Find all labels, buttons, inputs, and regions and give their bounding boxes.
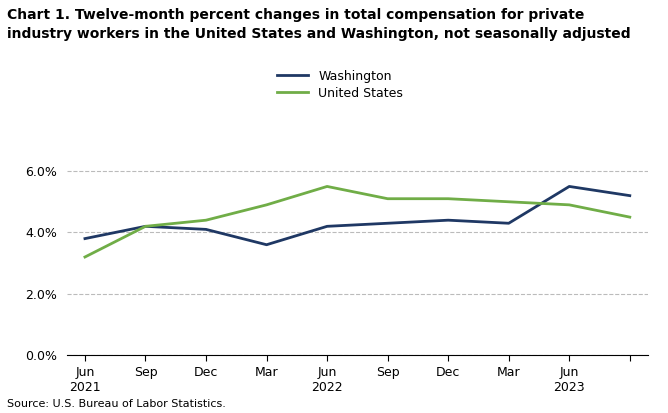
United States <box>142 224 150 229</box>
United States <box>383 196 391 201</box>
Line: Washington: Washington <box>85 186 630 245</box>
Washington <box>505 221 513 226</box>
United States <box>202 218 210 223</box>
United States <box>81 254 89 259</box>
United States <box>626 215 634 220</box>
Washington <box>626 193 634 198</box>
Washington <box>263 242 271 247</box>
United States <box>444 196 452 201</box>
Washington <box>383 221 391 226</box>
Line: United States: United States <box>85 186 630 257</box>
Washington <box>202 227 210 232</box>
United States <box>505 199 513 204</box>
Washington <box>323 224 331 229</box>
Washington <box>444 218 452 223</box>
Washington <box>142 224 150 229</box>
United States <box>263 202 271 207</box>
Washington <box>81 236 89 241</box>
Text: Source: U.S. Bureau of Labor Statistics.: Source: U.S. Bureau of Labor Statistics. <box>7 399 226 409</box>
Text: Chart 1. Twelve-month percent changes in total compensation for private
industry: Chart 1. Twelve-month percent changes in… <box>7 8 631 40</box>
Legend: Washington, United States: Washington, United States <box>272 65 408 105</box>
United States <box>323 184 331 189</box>
United States <box>565 202 573 207</box>
Washington <box>565 184 573 189</box>
